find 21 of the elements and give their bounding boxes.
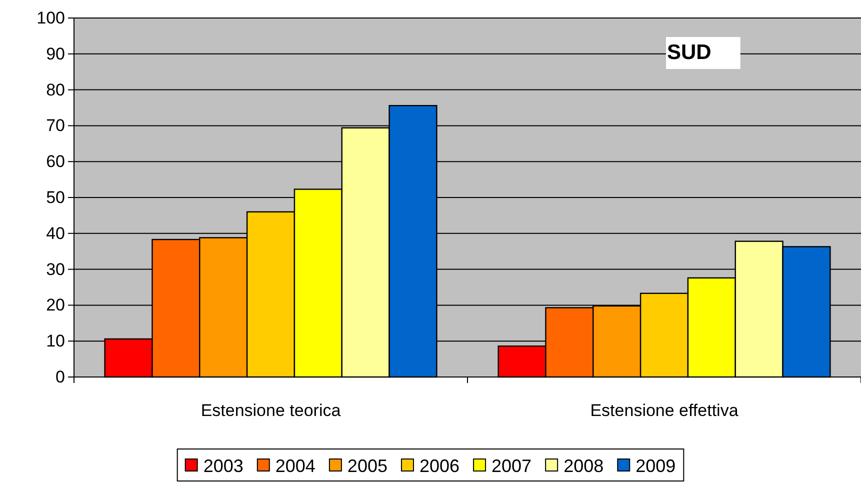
legend-label: 2007 [492,456,532,476]
y-tick-label: 100 [36,8,65,28]
text: SUD [667,41,712,64]
y-tick-label: 90 [46,44,65,64]
legend-label: 2009 [636,456,676,476]
legend-label: 2006 [419,456,460,476]
x-tick-label: Estensione teorica [200,401,342,420]
y-tick-label: 50 [46,188,65,207]
legend-label: 2005 [347,456,388,476]
y-tick-label: 60 [46,152,65,172]
y-tick-label: 70 [46,116,65,136]
legend-label: 2003 [203,456,244,476]
legend-label: 2008 [564,456,604,476]
legend-label: 2004 [275,456,316,476]
y-tick-label: 0 [56,367,65,386]
y-tick-label: 40 [46,224,65,243]
x-tick-label: Estensione effettiva [590,401,739,420]
y-tick-label: 30 [46,260,65,279]
y-tick-label: 80 [46,80,65,100]
y-tick-label: 20 [46,296,65,315]
y-tick-label: 10 [46,332,65,351]
